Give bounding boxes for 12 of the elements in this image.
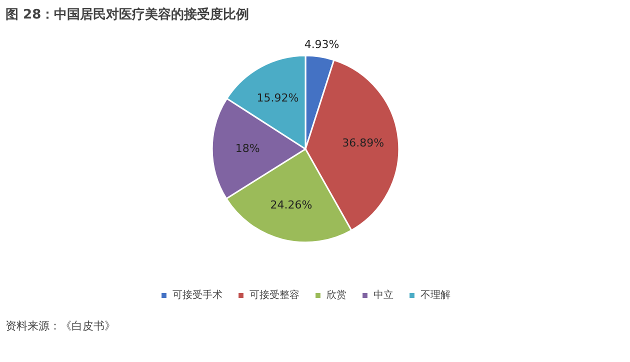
data-label: 18% (235, 142, 260, 156)
data-label: 4.93% (304, 38, 340, 52)
chart-title: 图 28：中国居民对医疗美容的接受度比例 (6, 6, 250, 22)
data-label: 15.92% (256, 92, 299, 105)
legend-label: 可接受整容 (250, 288, 300, 302)
text: 资料来源：《白皮书》 (6, 320, 116, 332)
legend-label: 中立 (374, 288, 394, 302)
legend-label: 欣赏 (326, 288, 346, 302)
legend-label: 不理解 (420, 289, 450, 302)
data-label: 36.89% (342, 136, 384, 150)
legend-label: 可接受手术 (172, 288, 222, 302)
data-label: 24.26% (270, 198, 312, 212)
